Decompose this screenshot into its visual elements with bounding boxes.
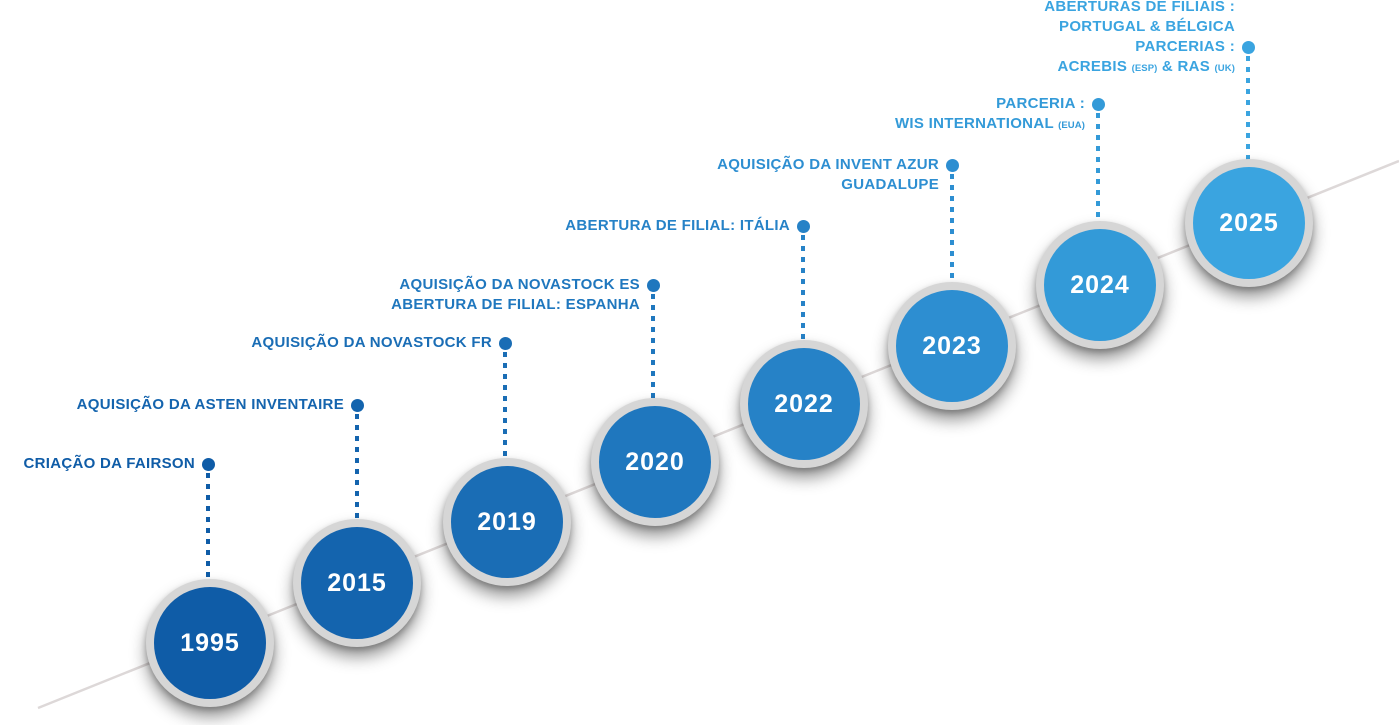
timeline-dot-2022: [796, 219, 810, 233]
timeline-connector-2022: [801, 235, 805, 344]
milestone-label-line: CRIAÇÃO DA FAIRSON: [23, 454, 195, 474]
year-label: 2022: [774, 389, 834, 418]
label-segment: ABERTURAS DE FILIAIS :: [1044, 0, 1235, 15]
milestone-circle-2025: 2025: [1185, 159, 1313, 287]
milestone-circle-2015: 2015: [293, 519, 421, 647]
label-segment: ABERTURA DE FILIAL: ESPANHA: [391, 296, 640, 313]
milestone-label-line: WIS INTERNATIONAL (EUA): [895, 114, 1085, 136]
milestone-label-line: ACREBIS (ESP) & RAS (UK): [1044, 57, 1235, 79]
milestone-label-2015: AQUISIÇÃO DA ASTEN INVENTAIRE: [77, 395, 344, 415]
milestone-label-line: ABERTURA DE FILIAL: ITÁLIA: [565, 216, 790, 236]
milestone-circle-2019: 2019: [443, 458, 571, 586]
label-segment: AQUISIÇÃO DA INVENT AZUR: [717, 156, 939, 173]
milestone-label-line: ABERTURA DE FILIAL: ESPANHA: [391, 295, 640, 315]
milestone-label-line: PARCERIAS :: [1044, 37, 1235, 57]
label-segment: PORTUGAL & BÉLGICA: [1059, 18, 1235, 35]
milestone-label-2020: AQUISIÇÃO DA NOVASTOCK ES ABERTURA DE FIL…: [391, 275, 640, 315]
year-label: 2025: [1219, 208, 1279, 237]
label-segment-small: (ESP): [1131, 63, 1158, 74]
label-segment: GUADALUPE: [841, 176, 939, 193]
timeline-connector-2019: [503, 352, 507, 462]
timeline-connector-2020: [651, 294, 655, 402]
milestone-circle-2024: 2024: [1036, 221, 1164, 349]
label-segment: AQUISIÇÃO DA NOVASTOCK FR: [251, 334, 492, 351]
milestone-label-1995: CRIAÇÃO DA FAIRSON: [23, 454, 195, 474]
label-segment: ABERTURA DE FILIAL: ITÁLIA: [565, 217, 790, 234]
label-segment: ACREBIS: [1057, 58, 1132, 75]
milestone-label-2025: ABERTURAS DE FILIAIS : PORTUGAL & BÉLGICA…: [1044, 0, 1235, 79]
label-segment: CRIAÇÃO DA FAIRSON: [23, 455, 195, 472]
label-segment: AQUISIÇÃO DA ASTEN INVENTAIRE: [76, 396, 344, 413]
label-segment: PARCERIAS :: [1135, 38, 1235, 55]
milestone-label-2023: AQUISIÇÃO DA INVENT AZUR GUADALUPE: [717, 155, 939, 195]
milestone-label-2022: ABERTURA DE FILIAL: ITÁLIA: [565, 216, 790, 236]
timeline-connector-2015: [355, 414, 359, 523]
label-segment: AQUISIÇÃO DA NOVASTOCK ES: [399, 276, 640, 293]
milestone-label-line: AQUISIÇÃO DA ASTEN INVENTAIRE: [77, 395, 344, 415]
milestone-circle-2022: 2022: [740, 340, 868, 468]
milestone-label-line: GUADALUPE: [717, 175, 939, 195]
milestone-label-line: PORTUGAL & BÉLGICA: [1044, 17, 1235, 37]
milestone-label-line: PARCERIA :: [895, 94, 1085, 114]
year-label: 2024: [1070, 270, 1130, 299]
label-segment-small: (EUA): [1058, 120, 1085, 131]
milestone-circle-2020: 2020: [591, 398, 719, 526]
milestone-circle-2023: 2023: [888, 282, 1016, 410]
year-label: 2023: [922, 331, 982, 360]
timeline-dot-2020: [646, 278, 660, 292]
timeline-dot-2015: [350, 398, 364, 412]
timeline-dot-2019: [498, 336, 512, 350]
label-segment-small: (UK): [1214, 63, 1235, 74]
milestone-label-line: AQUISIÇÃO DA NOVASTOCK FR: [251, 333, 492, 353]
year-label: 2020: [625, 447, 685, 476]
label-segment: WIS INTERNATIONAL: [894, 115, 1059, 132]
label-segment: & RAS: [1157, 58, 1215, 75]
milestone-label-line: AQUISIÇÃO DA INVENT AZUR: [717, 155, 939, 175]
milestone-label-line: ABERTURAS DE FILIAIS :: [1044, 0, 1235, 17]
milestone-label-line: AQUISIÇÃO DA NOVASTOCK ES: [391, 275, 640, 295]
timeline-connector-1995: [206, 473, 210, 583]
year-label: 2019: [477, 507, 537, 536]
timeline-dot-2025: [1241, 40, 1255, 54]
year-label: 1995: [180, 628, 240, 657]
label-segment: PARCERIA :: [996, 95, 1085, 112]
milestone-circle-1995: 1995: [146, 579, 274, 707]
timeline-connector-2024: [1096, 113, 1100, 225]
timeline-dot-1995: [201, 457, 215, 471]
timeline-dot-2024: [1091, 97, 1105, 111]
timeline-connector-2023: [950, 174, 954, 286]
timeline-dot-2023: [945, 158, 959, 172]
timeline-connector-2025: [1246, 56, 1250, 163]
year-label: 2015: [327, 568, 387, 597]
milestone-label-2019: AQUISIÇÃO DA NOVASTOCK FR: [251, 333, 492, 353]
milestone-label-2024: PARCERIA : WIS INTERNATIONAL (EUA): [895, 94, 1085, 136]
